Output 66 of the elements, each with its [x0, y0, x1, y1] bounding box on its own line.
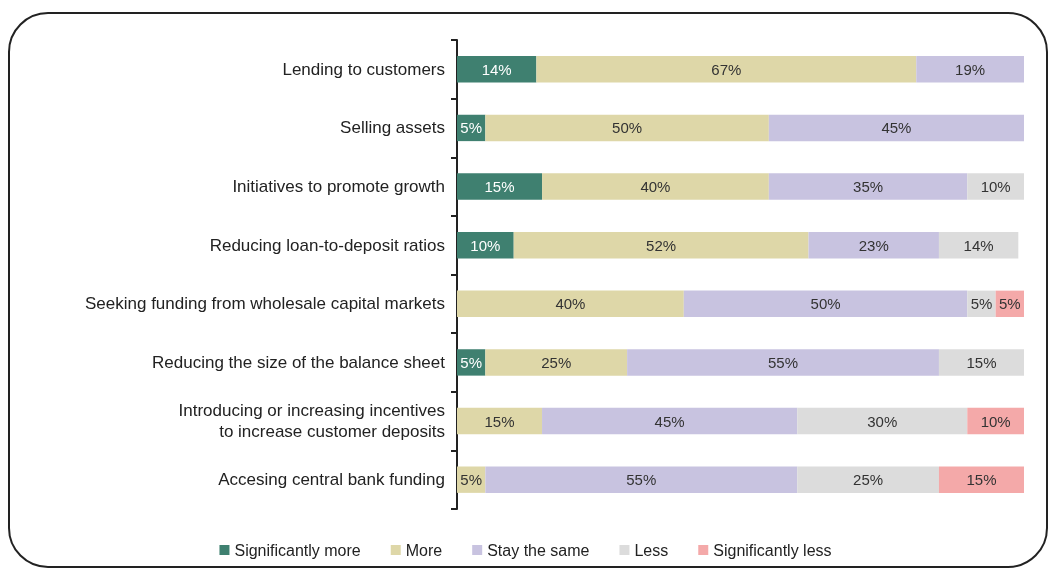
data-label: 10%: [980, 178, 1011, 196]
data-label: 45%: [654, 412, 685, 430]
bar: [627, 349, 939, 376]
bar: [457, 173, 543, 200]
bar: [967, 173, 1024, 200]
data-label: 5%: [460, 471, 483, 489]
data-label: 5%: [460, 119, 483, 137]
data-label: 10%: [470, 236, 501, 254]
bar: [768, 173, 968, 200]
data-label: 40%: [640, 178, 671, 196]
data-label: 15%: [484, 412, 515, 430]
bar: [457, 290, 684, 317]
bar: [808, 232, 939, 259]
data-label: 19%: [955, 60, 986, 78]
data-label: 10%: [980, 412, 1011, 430]
bar: [797, 407, 968, 435]
legend-label: Significantly more: [234, 541, 361, 559]
data-label: 52%: [646, 236, 677, 254]
data-label: 5%: [998, 295, 1021, 313]
bar: [513, 232, 809, 259]
bar: [938, 232, 1019, 259]
y-tick-label: Seeking funding from wholesale capital markets: [84, 294, 445, 314]
bar: [797, 466, 939, 493]
bar: [938, 349, 1024, 376]
bar: [683, 290, 968, 317]
data-label: 67%: [711, 60, 742, 78]
data-label: 15%: [966, 471, 997, 489]
bar: [485, 349, 628, 376]
bar: [457, 56, 537, 83]
data-label: 35%: [853, 178, 884, 196]
y-tick-label: Reducing loan-to-deposit ratios: [209, 235, 445, 255]
data-label: 25%: [541, 353, 572, 371]
bar: [542, 173, 769, 200]
data-label: 15%: [966, 353, 997, 371]
bar: [457, 407, 543, 435]
data-label: 5%: [970, 295, 993, 313]
data-label: 50%: [612, 119, 643, 137]
y-tick-label: Accesing central bank funding: [218, 470, 445, 490]
data-label: 50%: [810, 295, 841, 313]
data-label: 40%: [555, 295, 586, 313]
y-tick-label: Introducing or increasing incentives to increase customer deposits: [178, 401, 445, 442]
legend-label: More: [405, 541, 443, 559]
y-tick-label: Reducing the size of the balance sheet: [152, 352, 446, 372]
bar: [542, 407, 798, 435]
data-label: 25%: [853, 471, 884, 489]
data-label: 15%: [484, 178, 515, 196]
bar: [485, 466, 798, 493]
legend-label: Less: [634, 541, 669, 559]
y-tick-label: Lending to customers: [282, 59, 445, 79]
data-label: 55%: [626, 471, 657, 489]
bar: [768, 114, 1024, 142]
bar: [485, 114, 769, 142]
data-label: 45%: [881, 119, 912, 137]
legend-label: Stay the same: [487, 541, 590, 559]
legend-label: Significantly less: [713, 541, 832, 559]
y-tick-label: Initiatives to promote growth: [232, 177, 445, 197]
data-label: 14%: [963, 236, 994, 254]
bar: [938, 466, 1024, 493]
data-label: 14%: [481, 60, 512, 78]
data-label: 55%: [768, 353, 799, 371]
y-tick-label: Selling assets: [340, 118, 445, 138]
data-label: 30%: [867, 412, 898, 430]
bar: [916, 56, 1024, 83]
data-label: 5%: [460, 353, 483, 371]
data-label: 23%: [858, 236, 889, 254]
bar: [536, 56, 917, 83]
